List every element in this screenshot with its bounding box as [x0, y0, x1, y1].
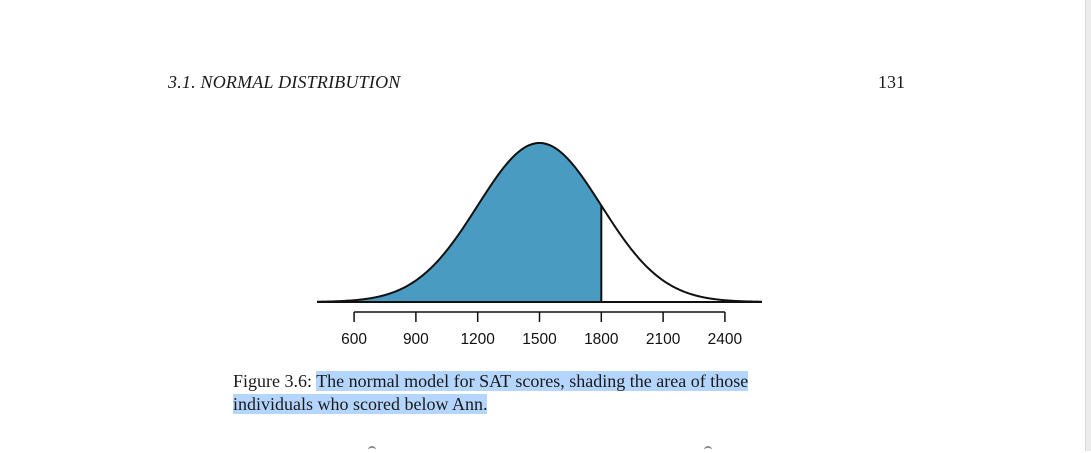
x-tick-label: 1800: [584, 331, 619, 348]
caption-selected-text-line1[interactable]: The normal model for SAT scores, shading…: [316, 371, 749, 391]
x-tick-label: 900: [403, 331, 429, 348]
x-tick-label: 1200: [460, 331, 495, 348]
normal-curve: [316, 141, 763, 303]
caption-label: Figure 3.6:: [233, 371, 312, 391]
x-axis-tick-labels: 600 900 1200 1500 1800 2100 2400: [341, 331, 742, 348]
viewer-edge: [1085, 0, 1091, 451]
caption-selected-text-line2[interactable]: individuals who scored below Ann.: [233, 394, 488, 414]
normal-distribution-figure: 600 900 1200 1500 1800 2100 2400: [316, 141, 763, 348]
next-line-glyph-fragment: [704, 446, 712, 453]
figure-caption[interactable]: Figure 3.6: The normal model for SAT sco…: [233, 370, 873, 416]
x-axis-ticks: [353, 312, 726, 322]
x-tick-label: 600: [341, 331, 367, 348]
next-line-glyph-fragment: [368, 446, 376, 453]
x-tick-label: 1500: [522, 331, 557, 348]
page-number: 131: [878, 72, 905, 92]
running-head: 3.1. NORMAL DISTRIBUTION: [168, 72, 401, 92]
shaded-area-below-ann: [317, 143, 602, 302]
x-tick-label: 2100: [646, 331, 681, 348]
x-tick-label: 2400: [708, 331, 743, 348]
